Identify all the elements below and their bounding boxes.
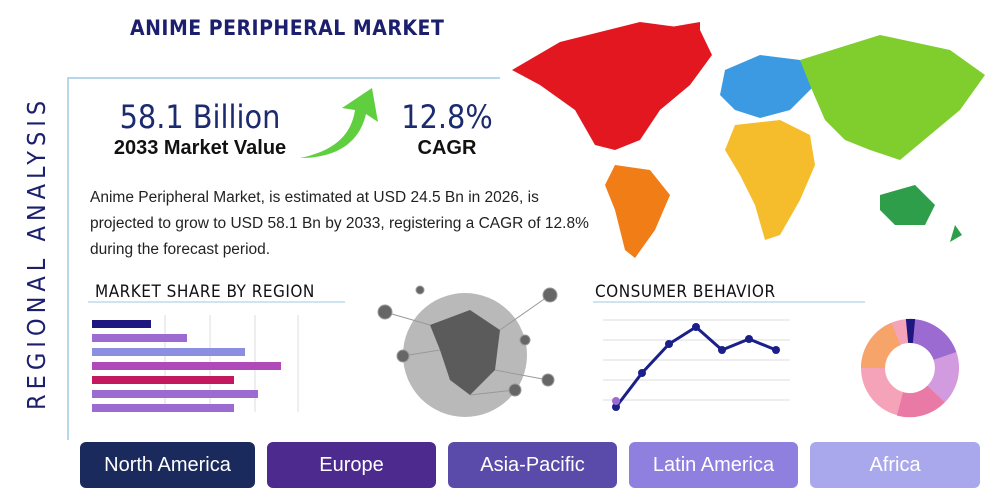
section-title: MARKET SHARE BY REGION	[95, 282, 315, 302]
side-title: REGIONAL ANALYSIS	[22, 95, 51, 410]
stat-label: 2033 Market Value	[113, 137, 287, 159]
stat-label: CAGR	[417, 137, 477, 159]
title: ANIME PERIPHERAL MARKET	[130, 16, 445, 40]
region-tab[interactable]: North America	[80, 442, 255, 488]
region-tab[interactable]: Asia-Pacific	[448, 442, 617, 488]
region-tab[interactable]: Europe	[267, 442, 436, 488]
region-tab[interactable]: Africa	[810, 442, 980, 488]
region-tab[interactable]: Latin America	[629, 442, 798, 488]
section-title: CONSUMER BEHAVIOR	[595, 282, 776, 302]
stat-value: 12.8%	[401, 98, 493, 136]
description: Anime Peripheral Market, is estimated at…	[90, 189, 589, 258]
stat-value: 58.1 Billion	[119, 98, 281, 136]
